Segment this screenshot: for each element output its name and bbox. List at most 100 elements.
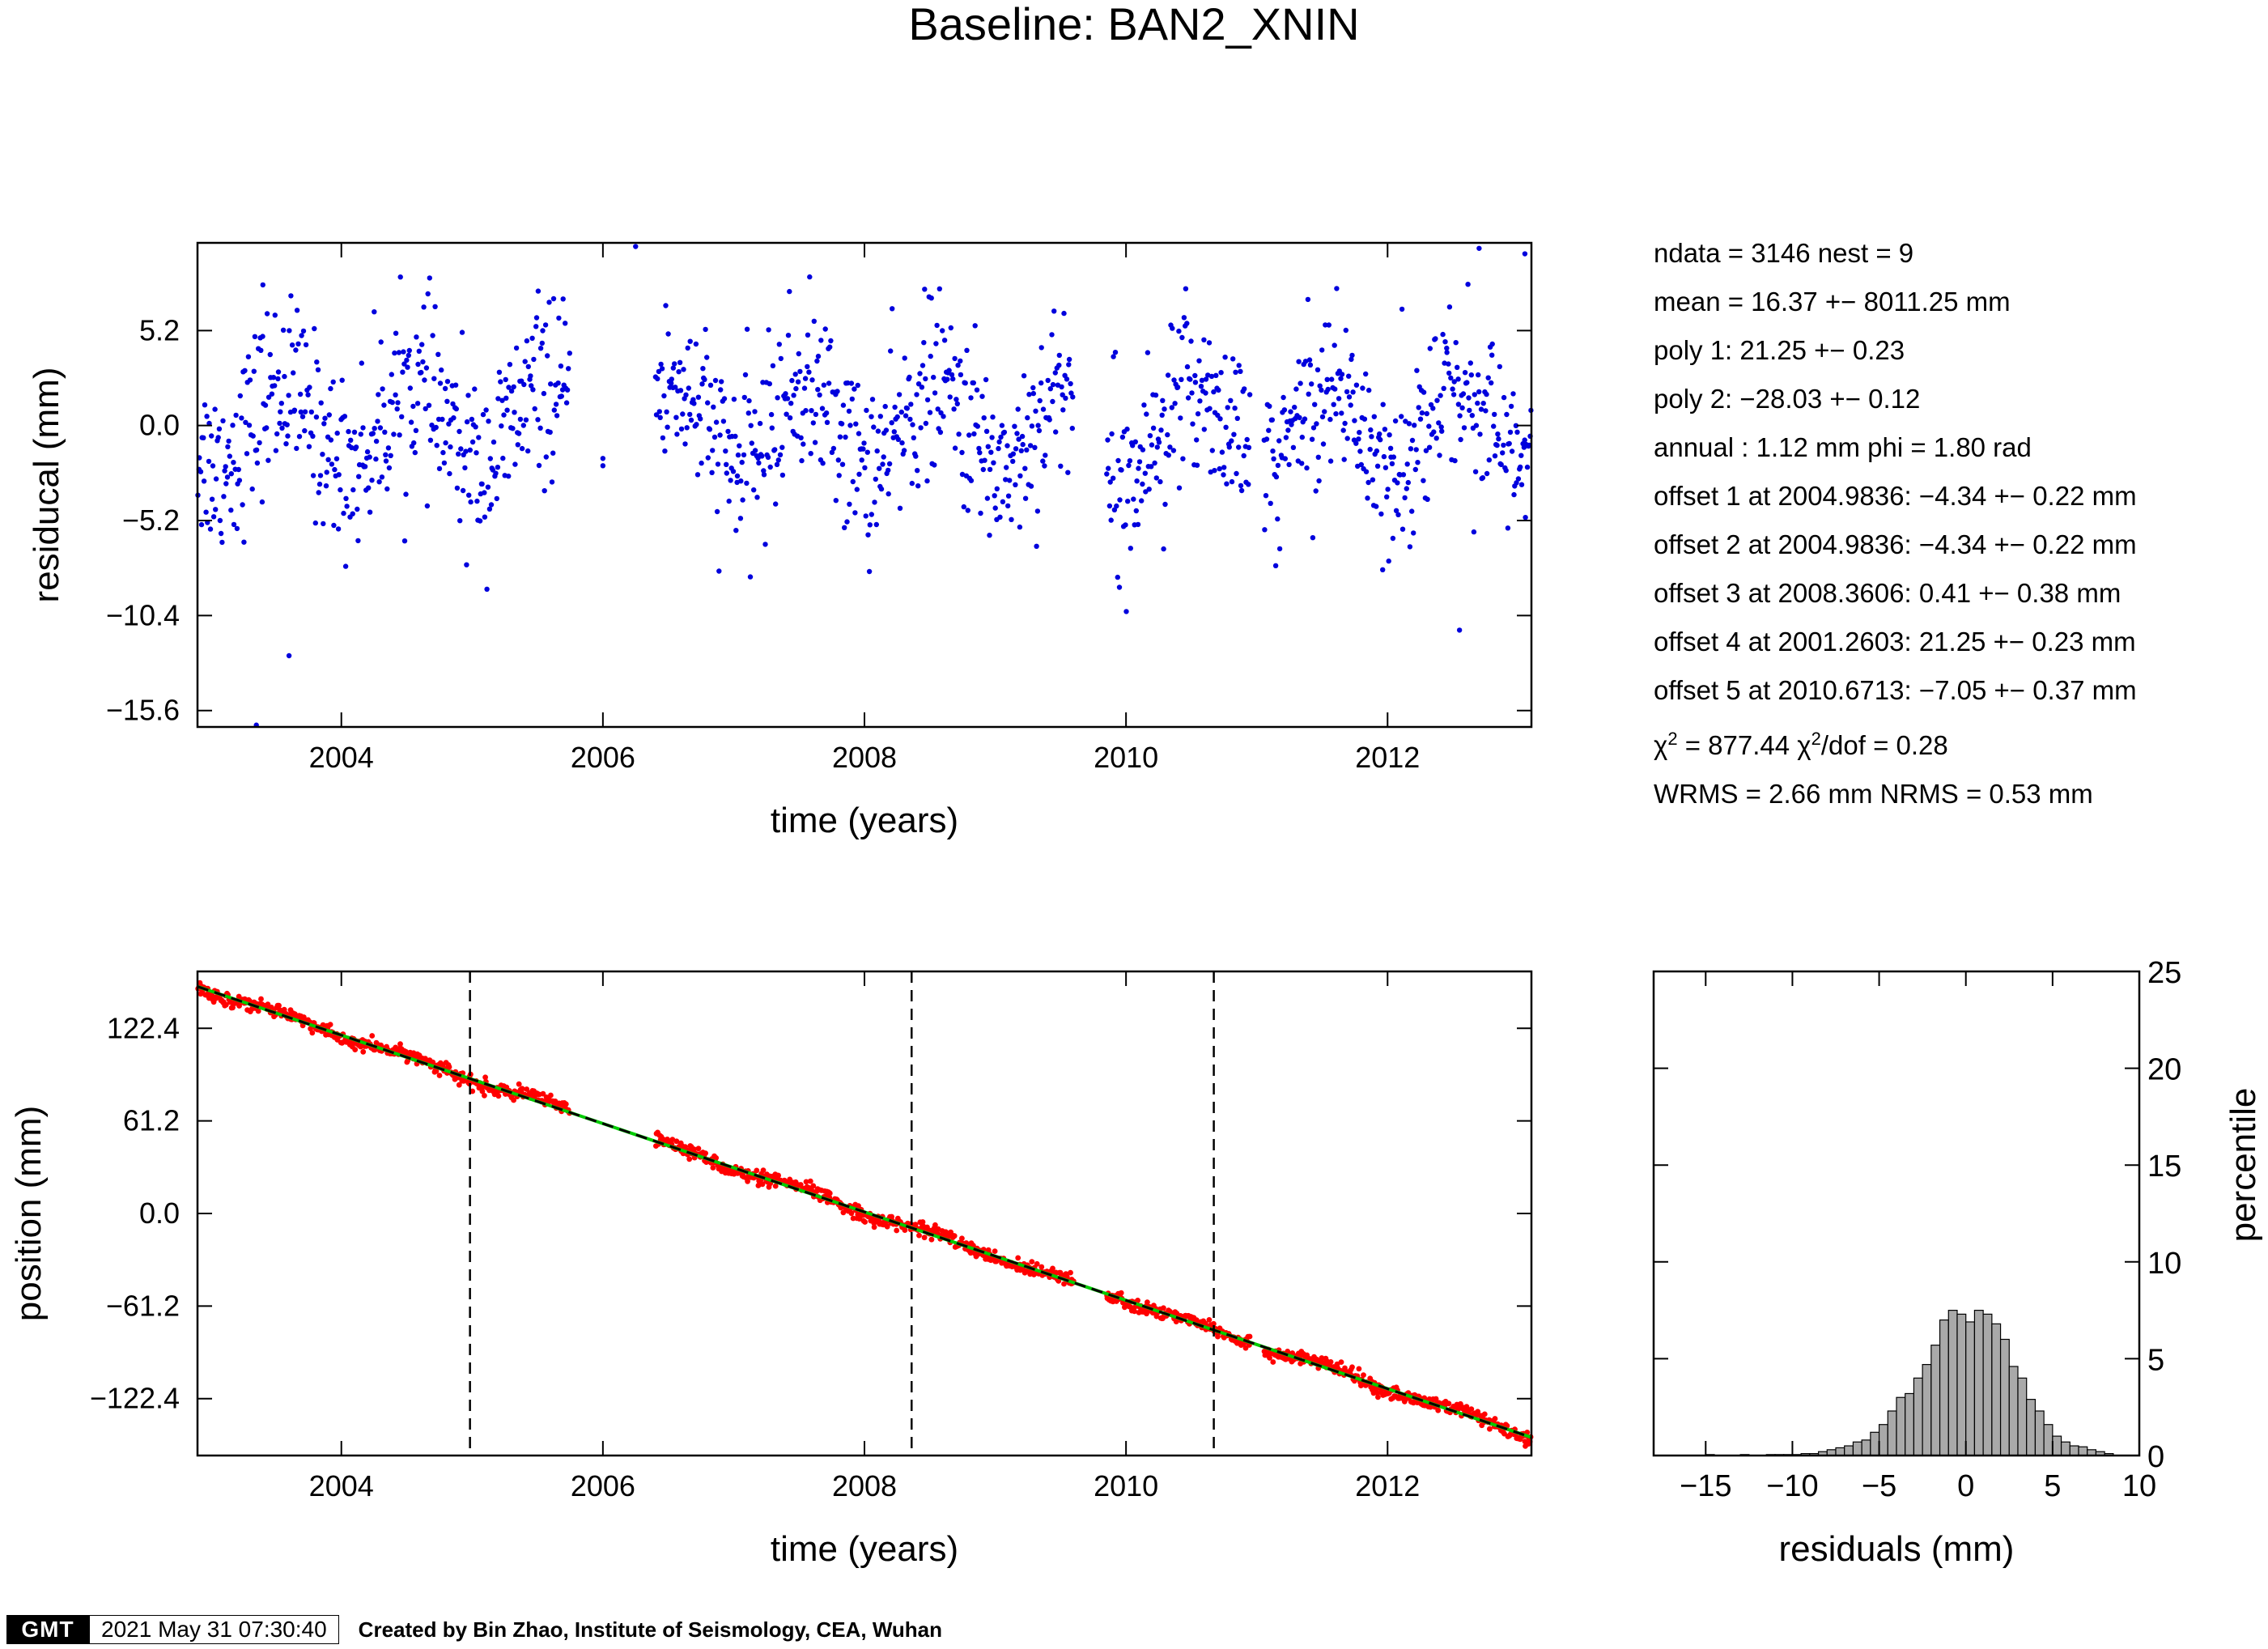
residual-point: [996, 445, 1001, 452]
y-tick-label: −61.2: [106, 1289, 180, 1322]
residual-point: [427, 275, 432, 281]
residual-point: [1456, 627, 1463, 633]
residual-point: [508, 388, 515, 394]
residual-point: [1169, 405, 1175, 410]
residual-point: [1419, 410, 1425, 416]
residual-point: [252, 334, 258, 339]
residual-point: [761, 468, 767, 474]
residual-point: [228, 471, 234, 477]
residual-point: [1507, 429, 1514, 436]
residual-point: [273, 448, 279, 453]
residual-point: [770, 363, 776, 368]
residual-point: [419, 342, 425, 347]
residual-point: [545, 353, 550, 359]
residual-point: [1349, 352, 1355, 359]
position-point: [1361, 1372, 1366, 1378]
residual-point: [1171, 377, 1177, 383]
position-point: [916, 1232, 922, 1239]
residual-point: [1518, 464, 1523, 470]
residual-point: [1409, 508, 1415, 514]
residual-point: [1165, 431, 1170, 438]
residual-point: [1524, 464, 1531, 470]
residual-point: [1207, 406, 1213, 411]
residual-point: [805, 332, 811, 338]
residual-point: [542, 488, 547, 494]
residual-point: [369, 478, 375, 483]
residual-point: [1187, 376, 1193, 382]
residual-point: [321, 421, 327, 427]
residual-point: [778, 355, 784, 362]
residual-point: [855, 382, 861, 389]
position-point: [1118, 1290, 1124, 1296]
residual-point: [1020, 441, 1026, 448]
residual-point: [978, 510, 983, 516]
y-tick-label: 122.4: [107, 1011, 180, 1044]
residual-point: [987, 533, 992, 538]
residual-point: [1001, 429, 1008, 436]
residual-point: [1452, 457, 1458, 464]
residual-point: [1468, 372, 1475, 378]
residual-point: [948, 325, 954, 331]
residual-point: [1056, 363, 1062, 368]
residual-point: [1146, 487, 1152, 492]
residual-point: [293, 347, 299, 353]
residual-point: [1021, 373, 1027, 379]
residual-point: [1205, 372, 1211, 378]
position-point: [871, 1224, 877, 1230]
residual-point: [754, 495, 760, 500]
residual-point: [1358, 461, 1365, 468]
residual-point: [826, 380, 832, 386]
residual-point: [559, 393, 564, 399]
residual-point: [1160, 397, 1166, 403]
residual-point: [1377, 431, 1382, 437]
residual-point: [1411, 530, 1416, 536]
position-point: [1029, 1259, 1035, 1264]
residual-point: [259, 499, 265, 505]
residual-point: [1247, 392, 1253, 397]
residual-points: [195, 244, 1534, 728]
y-tick-label: 5.2: [139, 313, 180, 346]
residual-point: [1114, 503, 1119, 509]
histogram-bars: [1705, 1309, 2114, 1456]
residual-point: [873, 476, 879, 482]
residual-point: [379, 474, 385, 480]
residual-point: [353, 444, 359, 450]
residual-point: [351, 429, 358, 435]
residual-point: [358, 431, 363, 437]
residual-point: [1221, 465, 1227, 470]
residual-point: [1188, 338, 1194, 344]
residual-point: [982, 457, 987, 463]
residual-point: [769, 425, 775, 431]
residual-point: [546, 300, 552, 305]
residual-point: [1034, 508, 1041, 514]
residual-point: [541, 390, 547, 397]
residual-point: [961, 504, 967, 510]
residual-point: [1127, 458, 1133, 464]
residual-point: [1033, 408, 1038, 414]
stat-offset4: offset 4 at 2001.2603: 21.25 +− 0.23 mm: [1654, 627, 2136, 657]
residual-point: [1342, 420, 1348, 427]
residual-point: [1292, 404, 1298, 410]
residual-point: [902, 355, 907, 361]
residual-point: [768, 411, 775, 418]
residual-point: [1471, 529, 1477, 535]
residual-point: [383, 452, 389, 457]
residual-point: [983, 428, 990, 434]
residual-point: [1271, 456, 1276, 461]
residual-point: [246, 423, 253, 428]
residual-point: [1217, 465, 1222, 472]
residual-point: [665, 424, 670, 430]
residual-point: [1047, 386, 1054, 392]
residual-point: [1382, 465, 1389, 470]
position-point: [352, 1047, 359, 1052]
residual-point: [1504, 411, 1510, 418]
residual-point: [444, 398, 450, 404]
residual-point: [895, 436, 902, 442]
residual-point: [226, 438, 231, 444]
residual-point: [503, 395, 509, 401]
residual-point: [296, 434, 303, 440]
residual-point: [275, 369, 282, 375]
position-point: [1050, 1265, 1055, 1272]
residual-point: [291, 407, 298, 413]
